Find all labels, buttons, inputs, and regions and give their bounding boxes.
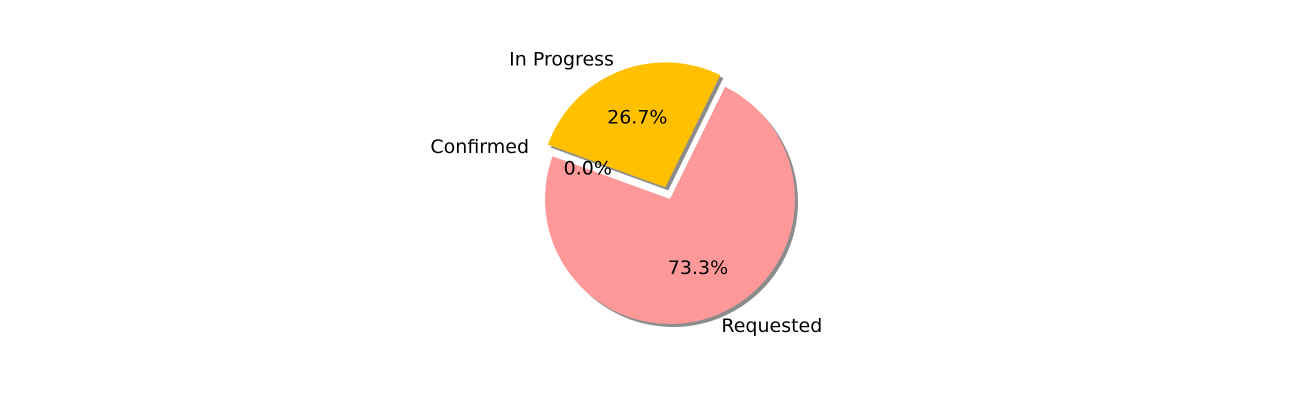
slice-label-requested: Requested [721, 315, 822, 337]
pie-slice-requested [545, 86, 795, 325]
pie-slice-layer [545, 62, 795, 325]
pie-label-layer: Requested 73.3% In Progress 26.7% Confirmed 0… [430, 48, 822, 337]
slice-percent-requested: 73.3% [668, 257, 728, 279]
slice-label-in-progress: In Progress [509, 48, 614, 70]
slice-label-confirmed: Confirmed [430, 136, 529, 158]
slice-percent-in-progress: 26.7% [607, 106, 667, 128]
pie-slice-in-progress [547, 62, 721, 188]
slice-percent-confirmed: 0.0% [564, 158, 612, 180]
